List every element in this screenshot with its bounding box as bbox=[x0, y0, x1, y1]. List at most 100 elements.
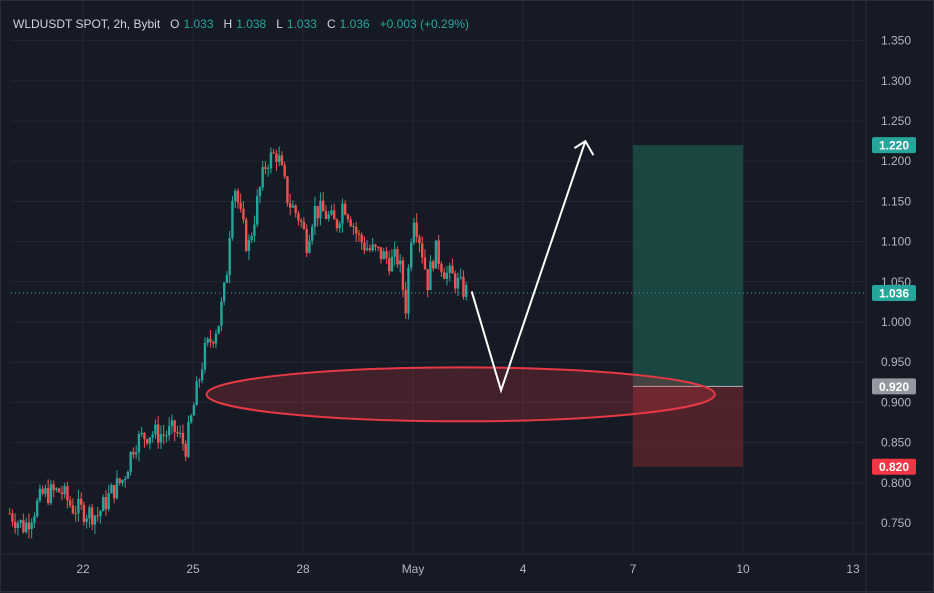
candle-body bbox=[456, 277, 460, 289]
symbol-legend: WLDUSDT SPOT, 2h, Bybit O 1.033 H 1.038 … bbox=[13, 17, 475, 31]
candle-body bbox=[8, 513, 11, 515]
candle-body bbox=[63, 485, 66, 495]
candle-body bbox=[390, 256, 394, 272]
change-value: +0.003 (+0.29%) bbox=[379, 17, 470, 31]
candle-body bbox=[33, 516, 36, 523]
candle-body bbox=[409, 242, 413, 268]
candle-body bbox=[30, 522, 33, 530]
candle-body bbox=[465, 284, 468, 297]
target-zone[interactable] bbox=[633, 145, 744, 387]
candle-body bbox=[316, 205, 319, 219]
candle-body bbox=[420, 243, 424, 258]
candle-body bbox=[404, 289, 407, 314]
candle-body bbox=[412, 222, 416, 243]
candle-body bbox=[189, 415, 193, 423]
x-tick-label: 28 bbox=[296, 562, 310, 576]
candle-body bbox=[330, 210, 333, 215]
candle-body bbox=[214, 333, 218, 344]
candle-body bbox=[319, 200, 322, 219]
stop-zone[interactable] bbox=[633, 386, 744, 467]
candle-body bbox=[35, 500, 39, 517]
candle-body bbox=[352, 226, 355, 228]
candle-body bbox=[332, 210, 336, 220]
candle-body bbox=[360, 234, 363, 243]
candle-body bbox=[178, 432, 182, 434]
candle-body bbox=[112, 484, 116, 499]
candle-body bbox=[129, 451, 132, 472]
entry-price-tag: 0.920 bbox=[879, 380, 909, 394]
last-price-tag: 1.036 bbox=[879, 287, 909, 301]
candle-body bbox=[198, 380, 201, 382]
y-tick-label: 0.950 bbox=[881, 355, 911, 369]
candle-body bbox=[396, 249, 399, 265]
candle-body bbox=[46, 488, 50, 504]
candle-body bbox=[101, 496, 105, 512]
target-price-tag-bg bbox=[872, 137, 916, 154]
candle-body bbox=[123, 478, 127, 481]
stop-price-tag: 0.820 bbox=[879, 460, 909, 474]
candle-body bbox=[401, 260, 405, 290]
candle-body bbox=[286, 176, 289, 204]
candle-body bbox=[162, 434, 165, 436]
candle-body bbox=[398, 260, 402, 265]
candle-body bbox=[85, 518, 88, 522]
x-tick-label: 22 bbox=[76, 562, 90, 576]
candle-body bbox=[255, 196, 259, 225]
candle-body bbox=[258, 187, 262, 197]
candle-body bbox=[165, 435, 168, 437]
candle-body bbox=[134, 452, 138, 455]
close-value: 1.036 bbox=[339, 17, 370, 31]
high-label: H bbox=[223, 17, 233, 31]
support-ellipse[interactable] bbox=[205, 366, 716, 423]
candle-body bbox=[176, 431, 179, 434]
candle-body bbox=[57, 488, 61, 493]
candle-body bbox=[206, 338, 209, 343]
candle-body bbox=[261, 166, 264, 188]
y-tick-label: 1.350 bbox=[881, 34, 911, 48]
x-tick-label: 25 bbox=[186, 562, 200, 576]
y-tick-label: 1.150 bbox=[881, 194, 911, 208]
candle-body bbox=[462, 276, 465, 297]
x-tick-label: 10 bbox=[736, 562, 750, 576]
candle-body bbox=[305, 228, 308, 253]
candle-body bbox=[225, 274, 229, 283]
candle-body bbox=[297, 212, 300, 221]
candle-body bbox=[302, 221, 306, 229]
candle-body bbox=[335, 219, 339, 229]
candle-body bbox=[137, 434, 141, 453]
candle-body bbox=[387, 258, 391, 272]
candle-body bbox=[71, 505, 75, 514]
candle-body bbox=[104, 496, 108, 510]
last-price-tag-bg bbox=[872, 285, 916, 302]
candle-body bbox=[167, 426, 171, 436]
y-tick-label: 0.750 bbox=[881, 516, 911, 530]
candle-body bbox=[310, 226, 314, 241]
candle-body bbox=[203, 342, 207, 370]
candle-body bbox=[275, 153, 278, 162]
candle-body bbox=[41, 488, 44, 494]
candle-body bbox=[407, 267, 410, 314]
candle-body bbox=[121, 480, 124, 483]
candle-body bbox=[244, 219, 248, 251]
candle-body bbox=[291, 205, 295, 208]
symbol-title[interactable]: WLDUSDT SPOT, 2h, Bybit bbox=[13, 17, 161, 31]
projection-arrow[interactable] bbox=[470, 140, 587, 394]
x-tick-label: May bbox=[402, 562, 425, 576]
candle-body bbox=[126, 471, 130, 479]
candle-body bbox=[79, 498, 83, 505]
candle-body bbox=[440, 263, 443, 273]
candle-body bbox=[173, 420, 176, 432]
candle-body bbox=[294, 205, 297, 213]
candle-body bbox=[132, 451, 135, 455]
candle-body bbox=[181, 432, 185, 444]
candle-body bbox=[211, 341, 215, 344]
candle-body bbox=[192, 405, 196, 416]
candle-body bbox=[371, 244, 374, 251]
candle-body bbox=[222, 282, 226, 302]
candle-body bbox=[459, 276, 462, 278]
y-tick-label: 1.000 bbox=[881, 315, 911, 329]
candle-body bbox=[429, 261, 432, 291]
candle-body bbox=[253, 224, 256, 236]
